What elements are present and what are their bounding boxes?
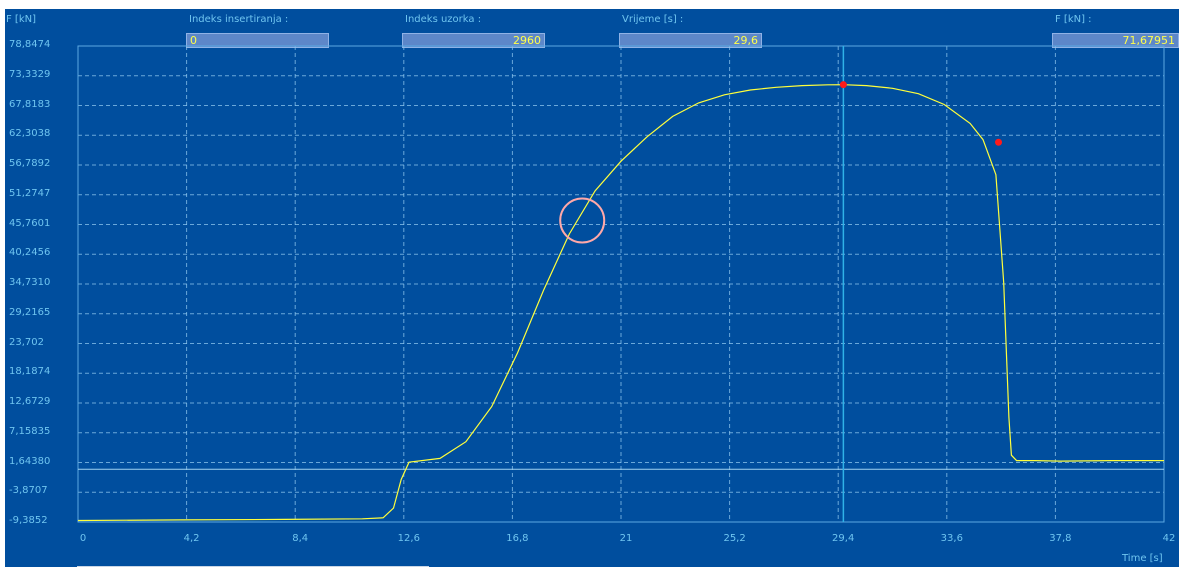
- x-tick-label: 12,6: [397, 533, 420, 544]
- x-tick-label: 4,2: [183, 533, 200, 544]
- insertion-index-field[interactable]: 0: [186, 33, 329, 48]
- sample-index-field[interactable]: 2960: [402, 33, 545, 48]
- y-tick-label: 45,7601: [9, 217, 51, 229]
- y-axis-unit-label: F [kN]: [6, 14, 37, 25]
- highlight-circle: [559, 197, 606, 244]
- x-axis-label: Time [s]: [1122, 553, 1163, 564]
- force-label: F [kN] :: [1055, 14, 1092, 25]
- y-tick-label: 23,702: [9, 336, 44, 348]
- insertion-index-label: Indeks insertiranja :: [189, 14, 289, 25]
- y-tick-label: -9,3852: [9, 515, 48, 526]
- x-tick-label: 29,4: [832, 533, 855, 544]
- x-tick-label: 33,6: [940, 533, 963, 544]
- force-time-monitor: F [kN] Indeks insertiranja : 0 Indeks uz…: [5, 9, 1179, 567]
- y-tick-label: 40,2456: [9, 247, 51, 259]
- y-tick-label: 34,7310: [9, 277, 51, 288]
- y-tick-label: 12,6729: [9, 396, 51, 407]
- time-field[interactable]: 29,6: [619, 33, 762, 48]
- force-curve: [77, 84, 1164, 522]
- x-tick-label: 42: [1162, 533, 1176, 544]
- y-tick-label: 18,1874: [9, 366, 51, 378]
- x-tick-label: 37,8: [1049, 533, 1072, 544]
- y-tick-label: 51,2747: [9, 187, 51, 199]
- sample-index-label: Indeks uzorka :: [405, 14, 482, 25]
- y-tick-label: 56,7892: [9, 158, 51, 169]
- x-tick-label: 21: [619, 533, 633, 544]
- x-tick-label: 8,4: [292, 533, 309, 544]
- x-tick-label: 16,8: [506, 533, 529, 544]
- plot-frame: [77, 45, 1165, 523]
- y-tick-label: 73,3329: [9, 68, 51, 80]
- chart-grid: [77, 45, 1165, 523]
- curve-marker: [839, 81, 847, 89]
- y-tick-label: -3,8707: [9, 485, 48, 497]
- force-field[interactable]: 71,67951: [1052, 33, 1179, 48]
- curve-marker: [995, 138, 1003, 146]
- force-time-chart: [77, 45, 1165, 523]
- y-tick-label: 78,8474: [9, 39, 51, 50]
- x-tick-label: 0: [79, 533, 87, 544]
- time-label: Vrijeme [s] :: [622, 14, 684, 25]
- y-tick-label: 29,2165: [9, 306, 51, 318]
- y-tick-label: 7,15835: [9, 425, 51, 437]
- curve-markers: [839, 81, 1003, 146]
- y-tick-label: 1,64380: [9, 455, 51, 467]
- y-tick-label: 62,3038: [9, 128, 51, 140]
- x-tick-label: 25,2: [723, 533, 746, 544]
- y-tick-label: 67,8183: [9, 98, 51, 110]
